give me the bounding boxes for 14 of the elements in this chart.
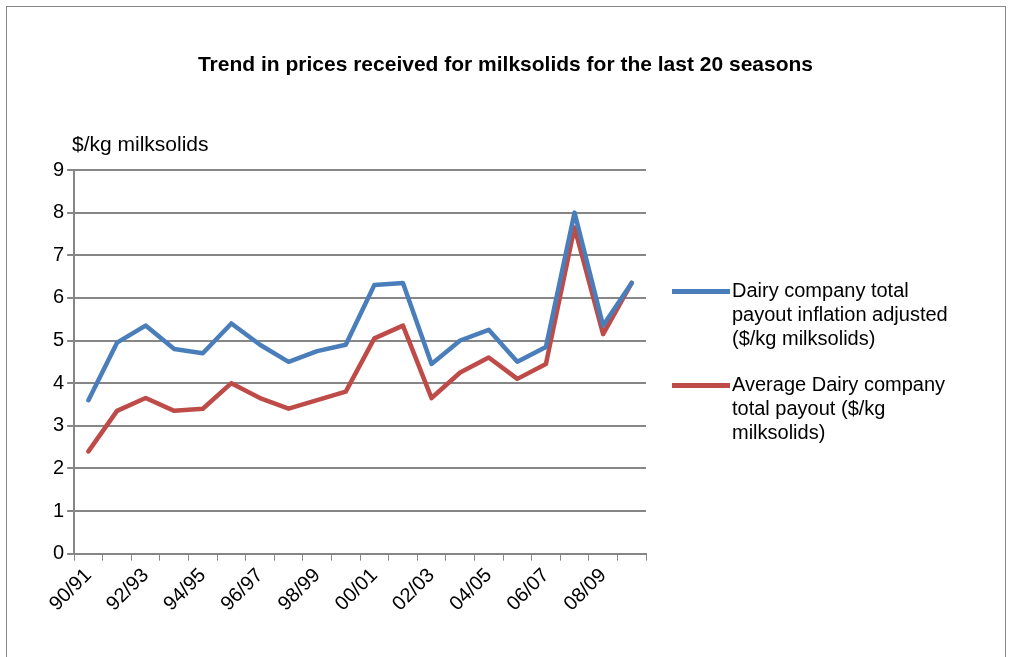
y-tick-label: 2	[53, 455, 65, 478]
y-tick-label: 8	[53, 200, 65, 223]
y-tick-label: 7	[53, 242, 65, 265]
y-axis-title: $/kg milksolids	[72, 132, 209, 156]
y-tick-label: 1	[53, 498, 65, 521]
legend-label: Average Dairy company total payout ($/kg milksolids)	[732, 372, 947, 444]
y-tick-label: 5	[53, 328, 65, 351]
y-tick-label: 9	[53, 157, 65, 180]
y-tick-label: 6	[53, 285, 65, 308]
chart-title: Trend in prices received for milksolids for the last 20 seasons	[196, 52, 815, 76]
y-tick-label: 0	[53, 541, 65, 564]
y-tick-label: 4	[53, 370, 65, 393]
legend-label: Dairy company total payout inflation adjusted ($/kg milksolids)	[732, 278, 949, 350]
y-tick-label: 3	[53, 413, 65, 436]
